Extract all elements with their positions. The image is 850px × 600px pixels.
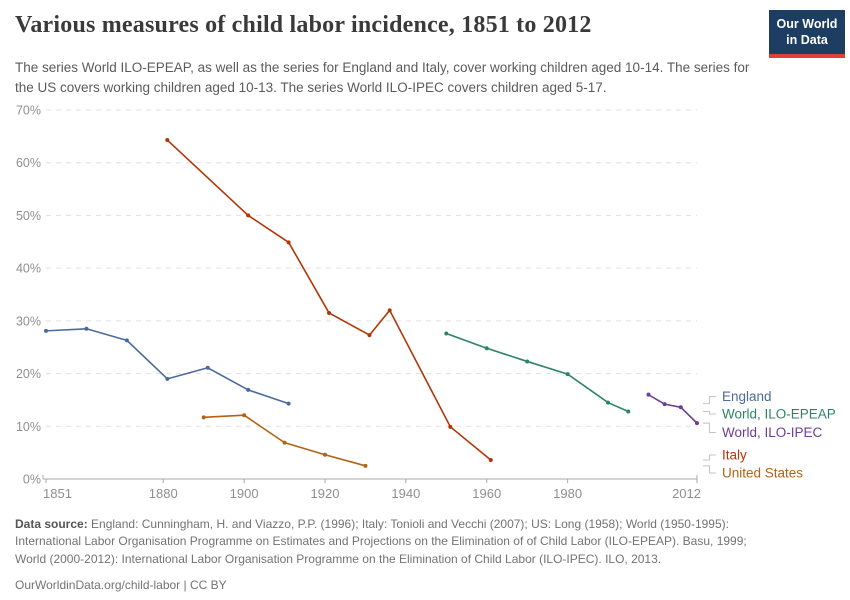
legend-connector-united-states <box>703 465 716 474</box>
series-point-world-ilo-epeap <box>484 346 489 351</box>
x-axis-tick-label: 1980 <box>553 486 582 501</box>
series-line-england <box>45 327 289 405</box>
series-point-england <box>205 365 210 370</box>
legend-label-united-states[interactable]: United States <box>722 466 803 481</box>
owid-logo[interactable]: Our World in Data <box>769 10 845 58</box>
y-axis-tick-label: 70% <box>16 104 41 118</box>
legend-connector-england <box>703 396 716 405</box>
y-axis-tick-label: 50% <box>16 209 41 223</box>
legend-connector-world-ilo-ipec <box>703 422 716 433</box>
y-axis-tick-label: 40% <box>16 262 41 276</box>
page-title: Various measures of child labor incidenc… <box>15 12 592 38</box>
series-point-italy <box>165 138 170 143</box>
legend-label-world-ilo-epeap[interactable]: World, ILO-EPEAP <box>722 407 836 422</box>
series-point-england <box>124 338 129 343</box>
chart-canvas: 0% 10% 20% 30% 40% 50% 60% 70% 1851 1880 1900 1920 1… <box>16 104 836 502</box>
legend-label-italy[interactable]: Italy <box>722 448 747 463</box>
series-point-united-states <box>282 440 287 445</box>
series-point-united-states <box>363 463 368 468</box>
series-point-united-states <box>242 413 247 418</box>
legend-connector-world-ilo-epeap <box>703 411 716 415</box>
series-point-world-ilo-ipec <box>646 392 651 397</box>
x-axis-tick-label: 1920 <box>311 486 340 501</box>
series-point-world-ilo-ipec <box>678 405 683 410</box>
series-point-united-states <box>201 415 206 420</box>
license-label: | CC BY <box>180 578 227 593</box>
y-axis-tick-label: 10% <box>16 420 41 434</box>
y-axis-tick-label: 0% <box>23 473 41 487</box>
data-source-note: Data source: England: Cunningham, H. and… <box>15 516 760 568</box>
y-axis-tick-label: 60% <box>16 156 41 170</box>
series-point-world-ilo-epeap <box>626 409 631 414</box>
x-axis-tick-label: 1900 <box>230 486 259 501</box>
owid-logo-text-line2: in Data <box>786 33 828 48</box>
series-point-italy <box>448 424 453 429</box>
series-point-world-ilo-epeap <box>525 359 530 364</box>
owid-logo-text-line1: Our World <box>776 17 838 31</box>
series-point-world-ilo-epeap <box>444 331 449 336</box>
data-source-label: Data source: <box>15 517 88 531</box>
legend-label-world-ilo-ipec[interactable]: World, ILO-IPEC <box>722 425 823 440</box>
series-point-italy <box>367 333 372 338</box>
x-axis-tick-label: 1880 <box>149 486 178 501</box>
chart-subtitle: The series World ILO-EPEAP, as well as t… <box>15 60 750 95</box>
x-axis-tick-label: 1851 <box>43 486 72 501</box>
series-line-italy <box>166 139 492 461</box>
series-point-england <box>84 326 89 331</box>
x-axis-tick-label: 1960 <box>472 486 501 501</box>
series-point-italy <box>246 213 251 218</box>
series-point-world-ilo-epeap <box>606 400 611 405</box>
series-point-italy <box>286 240 291 245</box>
data-source-text: England: Cunningham, H. and Viazzo, P.P.… <box>15 517 747 566</box>
series-line-world-ilo-ipec <box>648 393 698 424</box>
series-point-italy <box>327 310 332 315</box>
y-axis-tick-label: 30% <box>16 314 41 328</box>
footer-link-line: OurWorldinData.org/child-labor | CC BY <box>15 577 760 594</box>
series-point-england <box>286 401 291 406</box>
series-point-world-ilo-ipec <box>662 402 667 407</box>
y-axis-tick-label: 20% <box>16 367 41 381</box>
x-axis-tick-label: 1940 <box>391 486 420 501</box>
series-point-world-ilo-ipec <box>695 421 699 426</box>
footer: Data source: England: Cunningham, H. and… <box>15 516 760 595</box>
series-line-united-states <box>203 414 366 467</box>
series-point-world-ilo-epeap <box>565 372 570 377</box>
legend-label-england[interactable]: England <box>722 389 772 404</box>
series-point-united-states <box>323 452 327 457</box>
series-point-england <box>246 387 251 392</box>
series-point-england <box>165 376 170 381</box>
legend-connector-italy <box>703 454 716 461</box>
series-point-italy <box>488 458 493 463</box>
series-point-italy <box>387 308 392 313</box>
series-line-world-ilo-epeap <box>446 332 629 413</box>
x-axis-tick-label: 2012 <box>672 486 701 501</box>
owid-url-link[interactable]: OurWorldinData.org/child-labor <box>15 578 181 593</box>
series-point-england <box>44 328 48 333</box>
